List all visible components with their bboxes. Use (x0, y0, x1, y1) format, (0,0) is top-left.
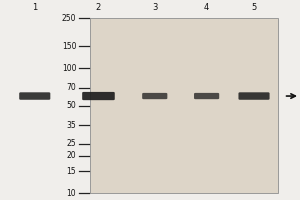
FancyBboxPatch shape (19, 92, 50, 100)
Text: 25: 25 (67, 139, 76, 148)
FancyBboxPatch shape (90, 18, 278, 193)
Text: 150: 150 (62, 42, 76, 51)
Text: 100: 100 (62, 64, 76, 73)
FancyBboxPatch shape (238, 92, 270, 100)
Text: 250: 250 (62, 14, 76, 23)
Text: 70: 70 (67, 83, 76, 92)
FancyBboxPatch shape (82, 92, 115, 100)
Text: 4: 4 (204, 3, 209, 12)
Text: 1: 1 (32, 3, 38, 12)
Text: 15: 15 (67, 167, 76, 176)
FancyBboxPatch shape (194, 93, 219, 99)
Text: 20: 20 (67, 151, 76, 160)
Text: 2: 2 (96, 3, 101, 12)
FancyBboxPatch shape (142, 93, 167, 99)
Text: 3: 3 (152, 3, 158, 12)
Text: 35: 35 (67, 121, 76, 130)
Text: 10: 10 (67, 189, 76, 198)
Text: 5: 5 (251, 3, 256, 12)
Text: 50: 50 (67, 101, 76, 110)
